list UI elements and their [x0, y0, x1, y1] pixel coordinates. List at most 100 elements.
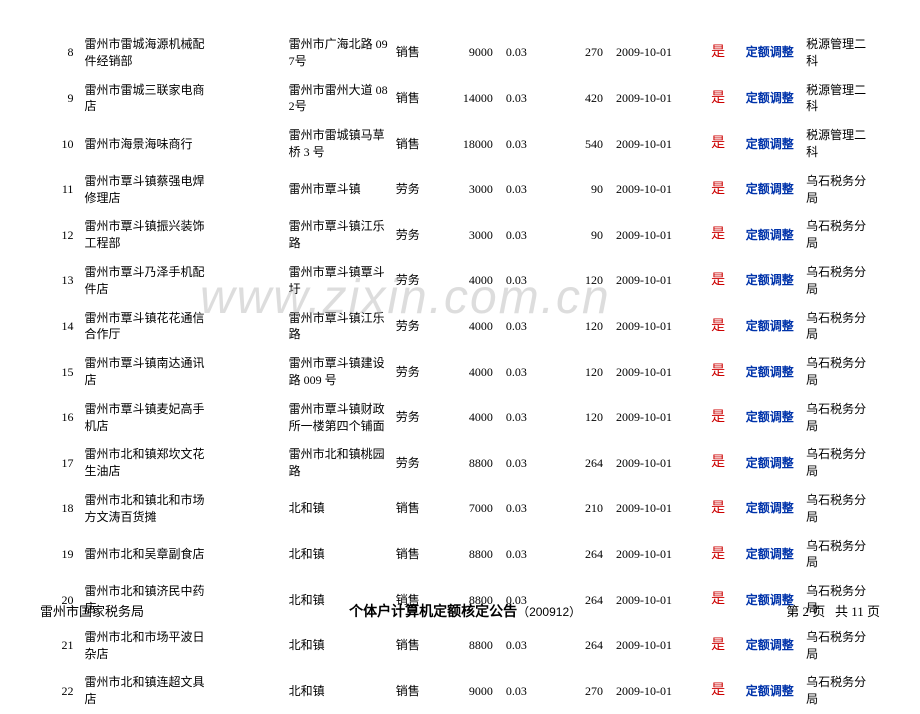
amount-1: 8800: [439, 623, 496, 669]
address: 北和镇: [286, 623, 393, 669]
effective-date: 2009-10-01: [606, 30, 700, 76]
amount-2: 90: [549, 212, 606, 258]
amount-2: 540: [549, 121, 606, 167]
amount-2: 270: [549, 668, 606, 714]
business-name: 雷州市覃斗镇花花通信合作厅: [81, 304, 218, 350]
department: 税源管理二科: [803, 30, 880, 76]
tax-rate: 0.03: [496, 486, 550, 532]
row-index: 9: [40, 76, 81, 122]
address: 雷州市雷州大道 082号: [286, 76, 393, 122]
table-row: 14雷州市覃斗镇花花通信合作厅雷州市覃斗镇江乐路劳务40000.03120200…: [40, 304, 880, 350]
amount-2: 90: [549, 167, 606, 213]
adjustment-type: 定额调整: [736, 349, 803, 395]
adjustment-type: 定额调整: [736, 486, 803, 532]
footer-title: 个体户计算机定额核定公告: [349, 603, 517, 619]
effective-date: 2009-10-01: [606, 304, 700, 350]
table-row: 19雷州市北和吴章副食店北和镇销售88000.032642009-10-01是定…: [40, 532, 880, 578]
tax-rate: 0.03: [496, 258, 550, 304]
tax-rate: 0.03: [496, 30, 550, 76]
department: 税源管理二科: [803, 121, 880, 167]
address: 北和镇: [286, 532, 393, 578]
amount-1: 7000: [439, 486, 496, 532]
adjustment-type: 定额调整: [736, 30, 803, 76]
business-name: 雷州市北和镇北和市场方文涛百货摊: [81, 486, 218, 532]
spacer: [219, 258, 286, 304]
amount-2: 120: [549, 304, 606, 350]
business-type: 劳务: [393, 395, 439, 441]
business-type: 劳务: [393, 304, 439, 350]
table-row: 10雷州市海景海味商行雷州市雷城镇马草桥 3 号销售180000.0354020…: [40, 121, 880, 167]
address: 雷州市广海北路 097号: [286, 30, 393, 76]
business-name: 雷州市北和吴章副食店: [81, 532, 218, 578]
business-type: 销售: [393, 30, 439, 76]
flag-yes: 是: [700, 623, 736, 669]
business-type: 劳务: [393, 167, 439, 213]
amount-1: 8800: [439, 440, 496, 486]
row-index: 22: [40, 668, 81, 714]
flag-yes: 是: [700, 532, 736, 578]
amount-1: 9000: [439, 30, 496, 76]
department: 乌石税务分局: [803, 668, 880, 714]
adjustment-type: 定额调整: [736, 304, 803, 350]
amount-2: 264: [549, 532, 606, 578]
effective-date: 2009-10-01: [606, 167, 700, 213]
address: 雷州市雷城镇马草桥 3 号: [286, 121, 393, 167]
department: 乌石税务分局: [803, 304, 880, 350]
row-index: 8: [40, 30, 81, 76]
spacer: [219, 212, 286, 258]
amount-1: 4000: [439, 304, 496, 350]
address: 雷州市覃斗镇: [286, 167, 393, 213]
amount-1: 3000: [439, 167, 496, 213]
table-row: 17雷州市北和镇郑坎文花生油店雷州市北和镇桃园路劳务88000.03264200…: [40, 440, 880, 486]
row-index: 18: [40, 486, 81, 532]
spacer: [219, 304, 286, 350]
tax-rate: 0.03: [496, 76, 550, 122]
effective-date: 2009-10-01: [606, 349, 700, 395]
department: 乌石税务分局: [803, 395, 880, 441]
table-row: 18雷州市北和镇北和市场方文涛百货摊北和镇销售70000.032102009-1…: [40, 486, 880, 532]
flag-yes: 是: [700, 76, 736, 122]
table-row: 12雷州市覃斗镇振兴装饰工程部雷州市覃斗镇江乐路劳务30000.03902009…: [40, 212, 880, 258]
flag-yes: 是: [700, 304, 736, 350]
effective-date: 2009-10-01: [606, 76, 700, 122]
effective-date: 2009-10-01: [606, 121, 700, 167]
business-type: 销售: [393, 532, 439, 578]
table-row: 8雷州市雷城海源机械配件经销部雷州市广海北路 097号销售90000.03270…: [40, 30, 880, 76]
tax-rate: 0.03: [496, 212, 550, 258]
department: 乌石税务分局: [803, 486, 880, 532]
spacer: [219, 440, 286, 486]
row-index: 15: [40, 349, 81, 395]
spacer: [219, 76, 286, 122]
table-row: 15雷州市覃斗镇南达通讯店雷州市覃斗镇建设路 009 号劳务40000.0312…: [40, 349, 880, 395]
tax-rate: 0.03: [496, 121, 550, 167]
tax-rate: 0.03: [496, 532, 550, 578]
adjustment-type: 定额调整: [736, 668, 803, 714]
effective-date: 2009-10-01: [606, 440, 700, 486]
flag-yes: 是: [700, 349, 736, 395]
effective-date: 2009-10-01: [606, 212, 700, 258]
business-type: 劳务: [393, 440, 439, 486]
flag-yes: 是: [700, 30, 736, 76]
amount-1: 8800: [439, 532, 496, 578]
adjustment-type: 定额调整: [736, 212, 803, 258]
amount-1: 14000: [439, 76, 496, 122]
footer-center: 个体户计算机定额核定公告（200912）: [349, 601, 581, 621]
business-name: 雷州市雷城三联家电商店: [81, 76, 218, 122]
footer-sub: （200912）: [517, 605, 581, 619]
business-name: 雷州市北和镇连超文具店: [81, 668, 218, 714]
row-index: 17: [40, 440, 81, 486]
flag-yes: 是: [700, 440, 736, 486]
effective-date: 2009-10-01: [606, 486, 700, 532]
business-type: 销售: [393, 668, 439, 714]
table-row: 9雷州市雷城三联家电商店雷州市雷州大道 082号销售140000.0342020…: [40, 76, 880, 122]
business-name: 雷州市覃斗镇南达通讯店: [81, 349, 218, 395]
department: 乌石税务分局: [803, 623, 880, 669]
department: 税源管理二科: [803, 76, 880, 122]
adjustment-type: 定额调整: [736, 76, 803, 122]
flag-yes: 是: [700, 212, 736, 258]
amount-1: 4000: [439, 349, 496, 395]
footer-right: 第 2 页 共 11 页: [786, 601, 880, 620]
adjustment-type: 定额调整: [736, 121, 803, 167]
amount-2: 120: [549, 395, 606, 441]
tax-rate: 0.03: [496, 395, 550, 441]
